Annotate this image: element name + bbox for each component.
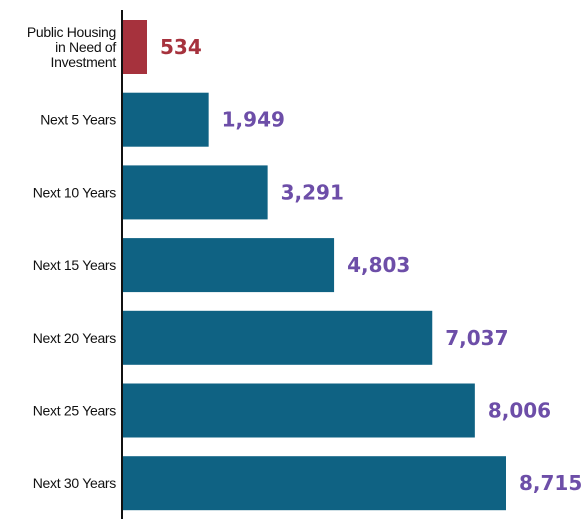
category-labels-group: Public Housing in Need of Investment Next 5… (27, 24, 117, 491)
category-label-2: Next 10 Years (33, 184, 117, 200)
bar-0 (123, 20, 147, 74)
category-label-1: Next 5 Years (40, 112, 116, 128)
category-label-3: Next 15 Years (33, 257, 117, 273)
value-label-2: 3,291 (281, 180, 344, 204)
category-label-6: Next 30 Years (33, 475, 117, 491)
value-label-0: 534 (160, 35, 202, 59)
value-label-6: 8,715 (519, 471, 582, 495)
category-label-line: in Need of (55, 39, 116, 55)
category-label-line: Next 5 Years (40, 112, 116, 128)
bar-2 (123, 165, 268, 220)
category-label-5: Next 25 Years (33, 403, 117, 419)
value-label-5: 8,006 (488, 399, 551, 423)
bars-group (123, 20, 506, 511)
value-label-4: 7,037 (445, 326, 508, 350)
category-label-line: Next 15 Years (33, 257, 117, 273)
category-label-line: Next 20 Years (33, 330, 117, 346)
value-label-3: 4,803 (347, 253, 410, 277)
bar-5 (123, 383, 475, 438)
value-labels-group: 534 1,949 3,291 4,803 7,037 8,006 8,715 (160, 35, 582, 495)
bar-4 (123, 310, 433, 365)
category-label-line: Investment (51, 54, 117, 70)
category-label-4: Next 20 Years (33, 330, 117, 346)
bar-1 (123, 92, 209, 147)
category-label-line: Next 25 Years (33, 403, 117, 419)
category-label-0: Public Housing in Need of Investment (27, 24, 117, 70)
category-label-line: Next 30 Years (33, 475, 117, 491)
value-label-1: 1,949 (222, 108, 285, 132)
bar-3 (123, 238, 335, 293)
category-label-line: Next 10 Years (33, 184, 117, 200)
category-label-line: Public Housing (27, 24, 116, 40)
bar-6 (123, 456, 506, 511)
